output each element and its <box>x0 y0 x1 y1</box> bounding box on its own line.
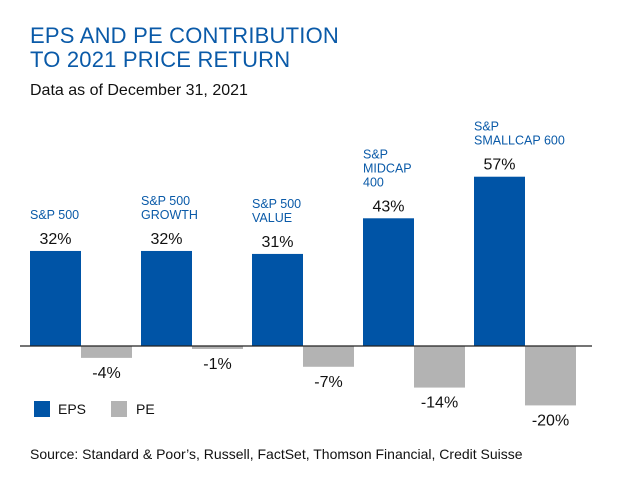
category-label: S&P <box>474 120 499 134</box>
pe-value-label: -20% <box>532 412 569 429</box>
category-label: MIDCAP <box>363 161 412 175</box>
eps-value-label: 43% <box>372 198 404 215</box>
pe-bar <box>414 346 465 388</box>
legend-eps-swatch <box>34 401 50 417</box>
category-label: S&P 500 <box>141 194 190 208</box>
category-label: S&P <box>363 147 388 161</box>
eps-value-label: 32% <box>39 231 71 248</box>
pe-value-label: -4% <box>92 365 120 382</box>
eps-value-label: 32% <box>150 231 182 248</box>
eps-bar <box>474 176 525 346</box>
eps-bar <box>141 250 192 346</box>
eps-value-label: 31% <box>261 234 293 251</box>
category-label: GROWTH <box>141 208 198 222</box>
legend-pe-swatch <box>111 401 127 417</box>
legend-pe-label: PE <box>136 401 155 417</box>
pe-bar <box>303 346 354 367</box>
chart-title: EPS AND PE CONTRIBUTION TO 2021 PRICE RE… <box>30 24 339 72</box>
pe-value-label: -7% <box>314 374 342 391</box>
pe-value-label: -1% <box>203 356 231 373</box>
pe-bar <box>192 346 243 349</box>
category-label: S&P 500 <box>30 208 79 222</box>
pe-bar <box>81 346 132 358</box>
category-label: SMALLCAP 600 <box>474 134 565 148</box>
eps-value-label: 57% <box>483 157 515 174</box>
legend-eps-label: EPS <box>58 401 86 417</box>
category-label: S&P 500 <box>252 197 301 211</box>
eps-bar <box>363 218 414 346</box>
chart-title-line-1: EPS AND PE CONTRIBUTION <box>30 23 339 48</box>
pe-bar <box>525 346 576 406</box>
eps-bar <box>30 250 81 346</box>
eps-bar <box>252 253 303 346</box>
source-note: Source: Standard & Poor’s, Russell, Fact… <box>30 446 523 462</box>
category-label: VALUE <box>252 211 292 225</box>
pe-value-label: -14% <box>421 395 458 412</box>
chart-title-line-2: TO 2021 PRICE RETURN <box>30 47 291 72</box>
chart-subtitle: Data as of December 31, 2021 <box>30 82 248 99</box>
category-label: 400 <box>363 175 384 189</box>
